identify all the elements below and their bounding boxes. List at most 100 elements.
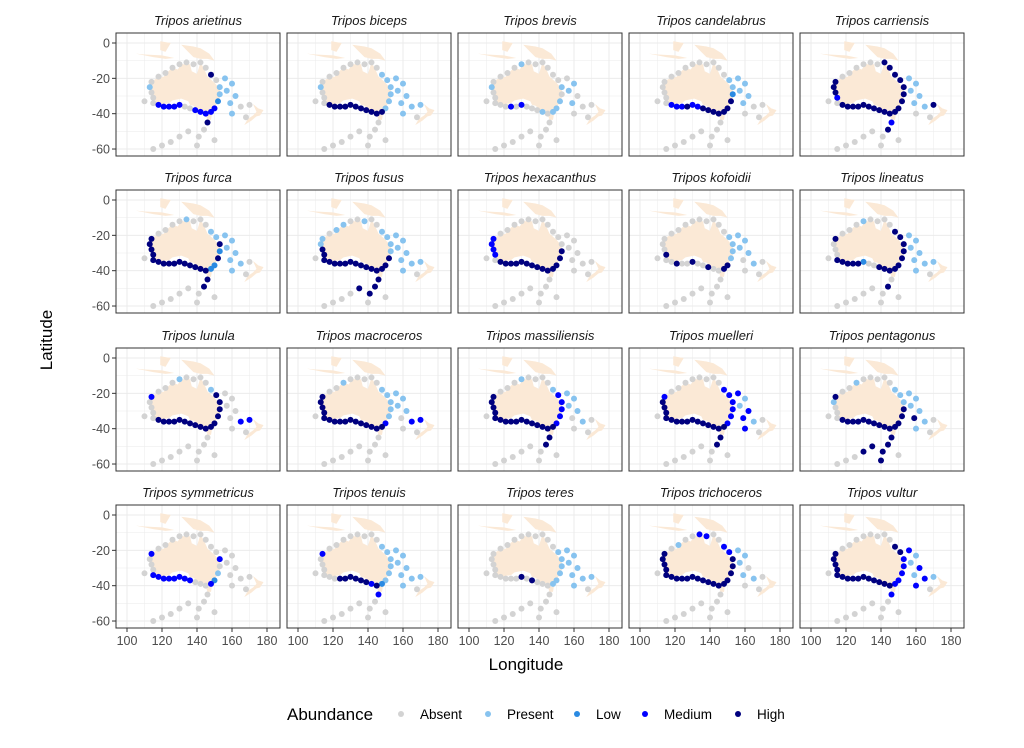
station-point-A: [550, 543, 556, 550]
station-point-A: [839, 545, 846, 552]
x-tick-label: 160: [564, 634, 585, 648]
station-point-A: [312, 570, 319, 577]
station-point-A: [347, 605, 354, 612]
station-point-A: [497, 388, 504, 395]
station-point-A: [668, 388, 675, 395]
station-point-P: [930, 258, 937, 265]
station-point-A: [879, 605, 886, 612]
land-polygon: [415, 418, 435, 441]
station-point-H: [899, 413, 905, 420]
station-point-M: [197, 108, 204, 115]
station-point-M: [488, 241, 495, 248]
station-point-H: [684, 575, 691, 582]
station-point-H: [729, 556, 736, 563]
land-polygon: [523, 359, 557, 376]
legend-label: Low: [596, 707, 621, 722]
x-tick-label: 100: [801, 634, 822, 648]
facet-panel: Tripos candelabrus: [628, 13, 794, 157]
station-point-A: [246, 101, 253, 108]
station-point-H: [865, 418, 872, 425]
station-point-A: [150, 100, 157, 107]
station-point-P: [564, 547, 570, 554]
station-point-A: [668, 73, 675, 80]
station-point-A: [326, 388, 333, 395]
station-point-P: [400, 552, 406, 559]
station-point-A: [243, 114, 249, 121]
station-point-A: [216, 563, 223, 570]
station-point-A: [492, 572, 499, 579]
station-point-L: [211, 262, 218, 269]
land-polygon: [694, 359, 728, 376]
station-point-P: [913, 237, 919, 244]
station-point-H: [876, 107, 883, 114]
station-point-H: [192, 264, 199, 271]
station-point-H: [326, 258, 333, 265]
station-point-H: [881, 580, 888, 587]
station-point-P: [750, 418, 757, 425]
station-point-H: [832, 89, 839, 96]
facet-title: Tripos fusus: [334, 170, 404, 185]
station-point-A: [333, 385, 340, 392]
station-point-A: [518, 133, 525, 140]
station-point-M: [694, 103, 701, 110]
station-point-A: [588, 101, 595, 108]
legend-key-present: [485, 711, 491, 717]
land-polygon: [181, 359, 215, 376]
station-point-A: [675, 227, 682, 234]
station-point-H: [661, 550, 668, 557]
station-point-A: [714, 283, 720, 290]
station-point-A: [544, 64, 551, 71]
y-tick-label: -20: [92, 72, 110, 86]
station-point-A: [195, 290, 202, 297]
station-point-H: [368, 265, 375, 272]
land-polygon: [135, 368, 175, 374]
station-point-A: [508, 575, 514, 582]
station-point-A: [759, 416, 766, 423]
station-point-P: [213, 234, 220, 241]
station-point-H: [661, 404, 668, 411]
land-polygon: [160, 198, 171, 209]
facet-panel: Tripos brevis: [457, 13, 623, 157]
station-point-A: [169, 536, 176, 543]
x-tick-label: 120: [323, 634, 344, 648]
station-point-A: [759, 573, 766, 580]
station-point-H: [855, 260, 862, 267]
station-point-A: [340, 64, 347, 71]
station-point-A: [185, 443, 192, 450]
station-point-A: [550, 71, 556, 78]
station-point-A: [869, 285, 876, 292]
station-point-A: [672, 614, 678, 621]
station-point-P: [571, 552, 577, 559]
station-point-A: [501, 614, 507, 621]
station-point-M: [171, 575, 178, 582]
station-point-P: [408, 260, 415, 267]
station-point-H: [728, 570, 734, 577]
station-point-A: [680, 138, 687, 145]
station-point-A: [869, 128, 876, 135]
station-point-M: [187, 577, 193, 584]
x-tick-label: 160: [393, 634, 414, 648]
land-polygon: [648, 525, 688, 531]
station-point-A: [190, 376, 197, 383]
station-point-H: [363, 264, 370, 271]
station-point-H: [832, 393, 839, 400]
station-point-A: [518, 605, 525, 612]
station-point-M: [508, 103, 514, 110]
station-point-H: [886, 267, 893, 274]
station-point-A: [537, 605, 544, 612]
land-polygon: [160, 513, 171, 524]
station-point-H: [659, 556, 666, 563]
station-point-A: [707, 614, 713, 621]
station-point-A: [201, 441, 207, 448]
station-point-P: [558, 563, 565, 570]
station-point-M: [735, 390, 741, 397]
station-point-A: [895, 452, 902, 459]
y-tick-label: -40: [92, 264, 110, 278]
station-point-A: [513, 575, 520, 582]
land-polygon: [865, 201, 899, 218]
land-polygon: [181, 201, 215, 218]
station-point-A: [654, 255, 661, 262]
station-point-A: [414, 586, 420, 593]
station-point-A: [201, 598, 207, 605]
station-point-H: [700, 105, 706, 112]
